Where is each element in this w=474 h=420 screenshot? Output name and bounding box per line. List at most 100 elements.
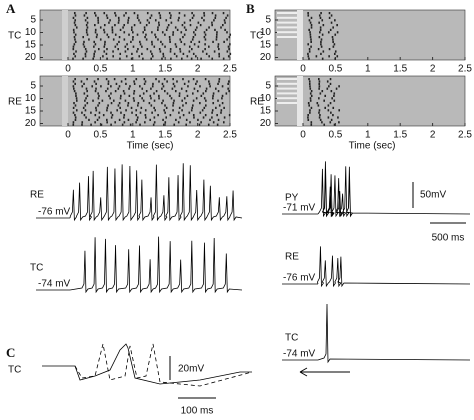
spike-tick <box>109 97 111 100</box>
spike-tick <box>212 92 215 95</box>
spike-tick <box>211 111 213 114</box>
spike-tick <box>72 80 75 83</box>
spike-tick <box>112 50 114 53</box>
spike-tick <box>149 94 152 97</box>
spike-tick <box>307 43 309 46</box>
spike-tick <box>136 118 138 121</box>
spike-tick <box>175 45 178 48</box>
x-axis-label: Time (sec) <box>349 141 396 152</box>
spike-tick <box>129 85 131 88</box>
spike-tick <box>161 82 164 85</box>
raster-fill <box>277 21 297 24</box>
spike-tick <box>216 123 219 126</box>
spike-tick <box>199 85 201 88</box>
spike-tick <box>200 57 202 60</box>
spike-tick <box>124 50 127 53</box>
raster-bg <box>274 75 466 127</box>
spike-tick <box>309 97 312 100</box>
spike-tick <box>170 97 173 100</box>
spike-tick <box>155 90 158 93</box>
spike-tick <box>327 116 330 119</box>
spike-tick <box>192 52 195 55</box>
spike-tick <box>155 36 157 39</box>
spike-tick <box>214 87 217 90</box>
spike-tick <box>125 12 127 15</box>
spike-tick <box>72 85 75 88</box>
x-tick-label: 0 <box>300 130 306 141</box>
spike-tick <box>135 109 138 112</box>
spike-tick <box>321 19 324 22</box>
spike-tick <box>133 99 135 102</box>
spike-tick <box>86 21 89 24</box>
spike-tick <box>222 57 225 60</box>
spike-tick <box>330 21 333 24</box>
spike-tick <box>226 50 229 53</box>
spike-tick <box>133 24 136 27</box>
spike-tick <box>175 55 178 58</box>
spike-tick <box>177 121 180 124</box>
spike-tick <box>114 90 117 93</box>
x-tick-label: 0 <box>65 130 71 141</box>
spike-tick <box>180 31 183 34</box>
spike-tick <box>136 33 139 36</box>
spike-tick <box>97 78 99 81</box>
spike-tick <box>310 121 313 124</box>
spike-tick <box>119 28 122 31</box>
spike-tick <box>176 28 179 31</box>
spike-tick <box>310 26 313 29</box>
spike-tick <box>328 55 330 58</box>
spike-tick <box>106 33 109 36</box>
spike-tick <box>318 97 320 100</box>
raster-name: TC <box>250 31 263 42</box>
x-tick-label: 2.5 <box>458 64 472 75</box>
spike-tick <box>223 106 225 109</box>
spike-tick <box>108 94 110 97</box>
spike-tick <box>307 114 309 117</box>
spike-tick <box>161 57 163 60</box>
spike-tick <box>111 26 114 29</box>
spike-tick <box>74 40 77 43</box>
spike-tick <box>310 45 312 48</box>
spike-tick <box>114 24 116 27</box>
spike-tick <box>321 57 324 60</box>
spike-tick <box>182 36 184 39</box>
spike-tick <box>308 48 311 51</box>
spike-tick <box>190 57 193 60</box>
spike-tick <box>205 52 208 55</box>
spike-tick <box>75 94 77 97</box>
spike-tick <box>182 114 185 117</box>
spike-tick <box>194 28 197 31</box>
spike-tick <box>318 82 321 85</box>
spike-tick <box>74 104 77 107</box>
spike-tick <box>125 55 128 58</box>
spike-tick <box>225 92 228 95</box>
rest-label: -76 mV <box>283 273 316 284</box>
spike-tick <box>74 14 77 17</box>
x-tick-label: 2.5 <box>223 130 237 141</box>
spike-tick <box>94 24 96 27</box>
spike-tick <box>191 12 193 15</box>
spike-tick <box>322 50 325 53</box>
spike-tick <box>75 26 78 29</box>
spike-tick <box>112 38 115 41</box>
spike-tick <box>114 33 117 36</box>
spike-tick <box>86 102 89 105</box>
spike-tick <box>157 28 159 31</box>
spike-tick <box>132 36 134 39</box>
spike-tick <box>179 38 182 41</box>
spike-tick <box>141 45 143 48</box>
spike-tick <box>310 106 313 109</box>
spike-tick <box>166 92 169 95</box>
spike-tick <box>223 40 225 43</box>
spike-tick <box>145 38 148 41</box>
spike-tick <box>168 36 171 39</box>
spike-tick <box>179 50 182 53</box>
spike-tick <box>329 121 332 124</box>
spike-tick <box>157 26 159 29</box>
spike-tick <box>114 14 117 17</box>
spike-tick <box>221 102 224 105</box>
spike-tick <box>172 33 174 36</box>
spike-tick <box>178 106 181 109</box>
spike-tick <box>192 104 194 107</box>
spike-tick <box>332 45 335 48</box>
